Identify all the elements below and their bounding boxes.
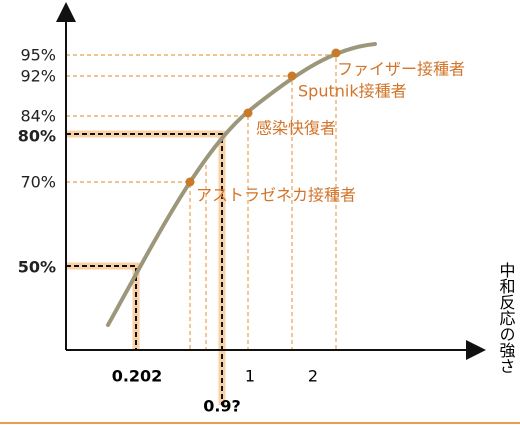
guide-80 [66, 133, 223, 405]
guide-92 [66, 75, 293, 350]
point-label: Sputnik接種者 [298, 82, 407, 101]
point [287, 71, 297, 81]
point [185, 177, 195, 187]
y-label: 95% [20, 46, 56, 65]
y-label: 80% [18, 127, 56, 146]
x-label: 0.202 [112, 367, 163, 386]
axis-title: 中和反応の強さ [497, 262, 516, 374]
y-label: 84% [20, 107, 56, 126]
point-label: 感染快復者 [256, 119, 336, 138]
point-label: ファイザー接種者 [337, 60, 465, 79]
point-label: アストラゼネカ接種者 [196, 186, 356, 205]
x-label: 2 [308, 367, 318, 386]
y-label: 92% [20, 67, 56, 86]
x-label: 1 [245, 367, 255, 386]
y-label: 50% [18, 258, 56, 277]
point [243, 108, 253, 118]
guide-50 [66, 265, 137, 350]
x-label: 0.9? [203, 397, 241, 416]
highlight-50 [66, 262, 140, 350]
point [331, 48, 341, 58]
y-label: 70% [20, 173, 56, 192]
